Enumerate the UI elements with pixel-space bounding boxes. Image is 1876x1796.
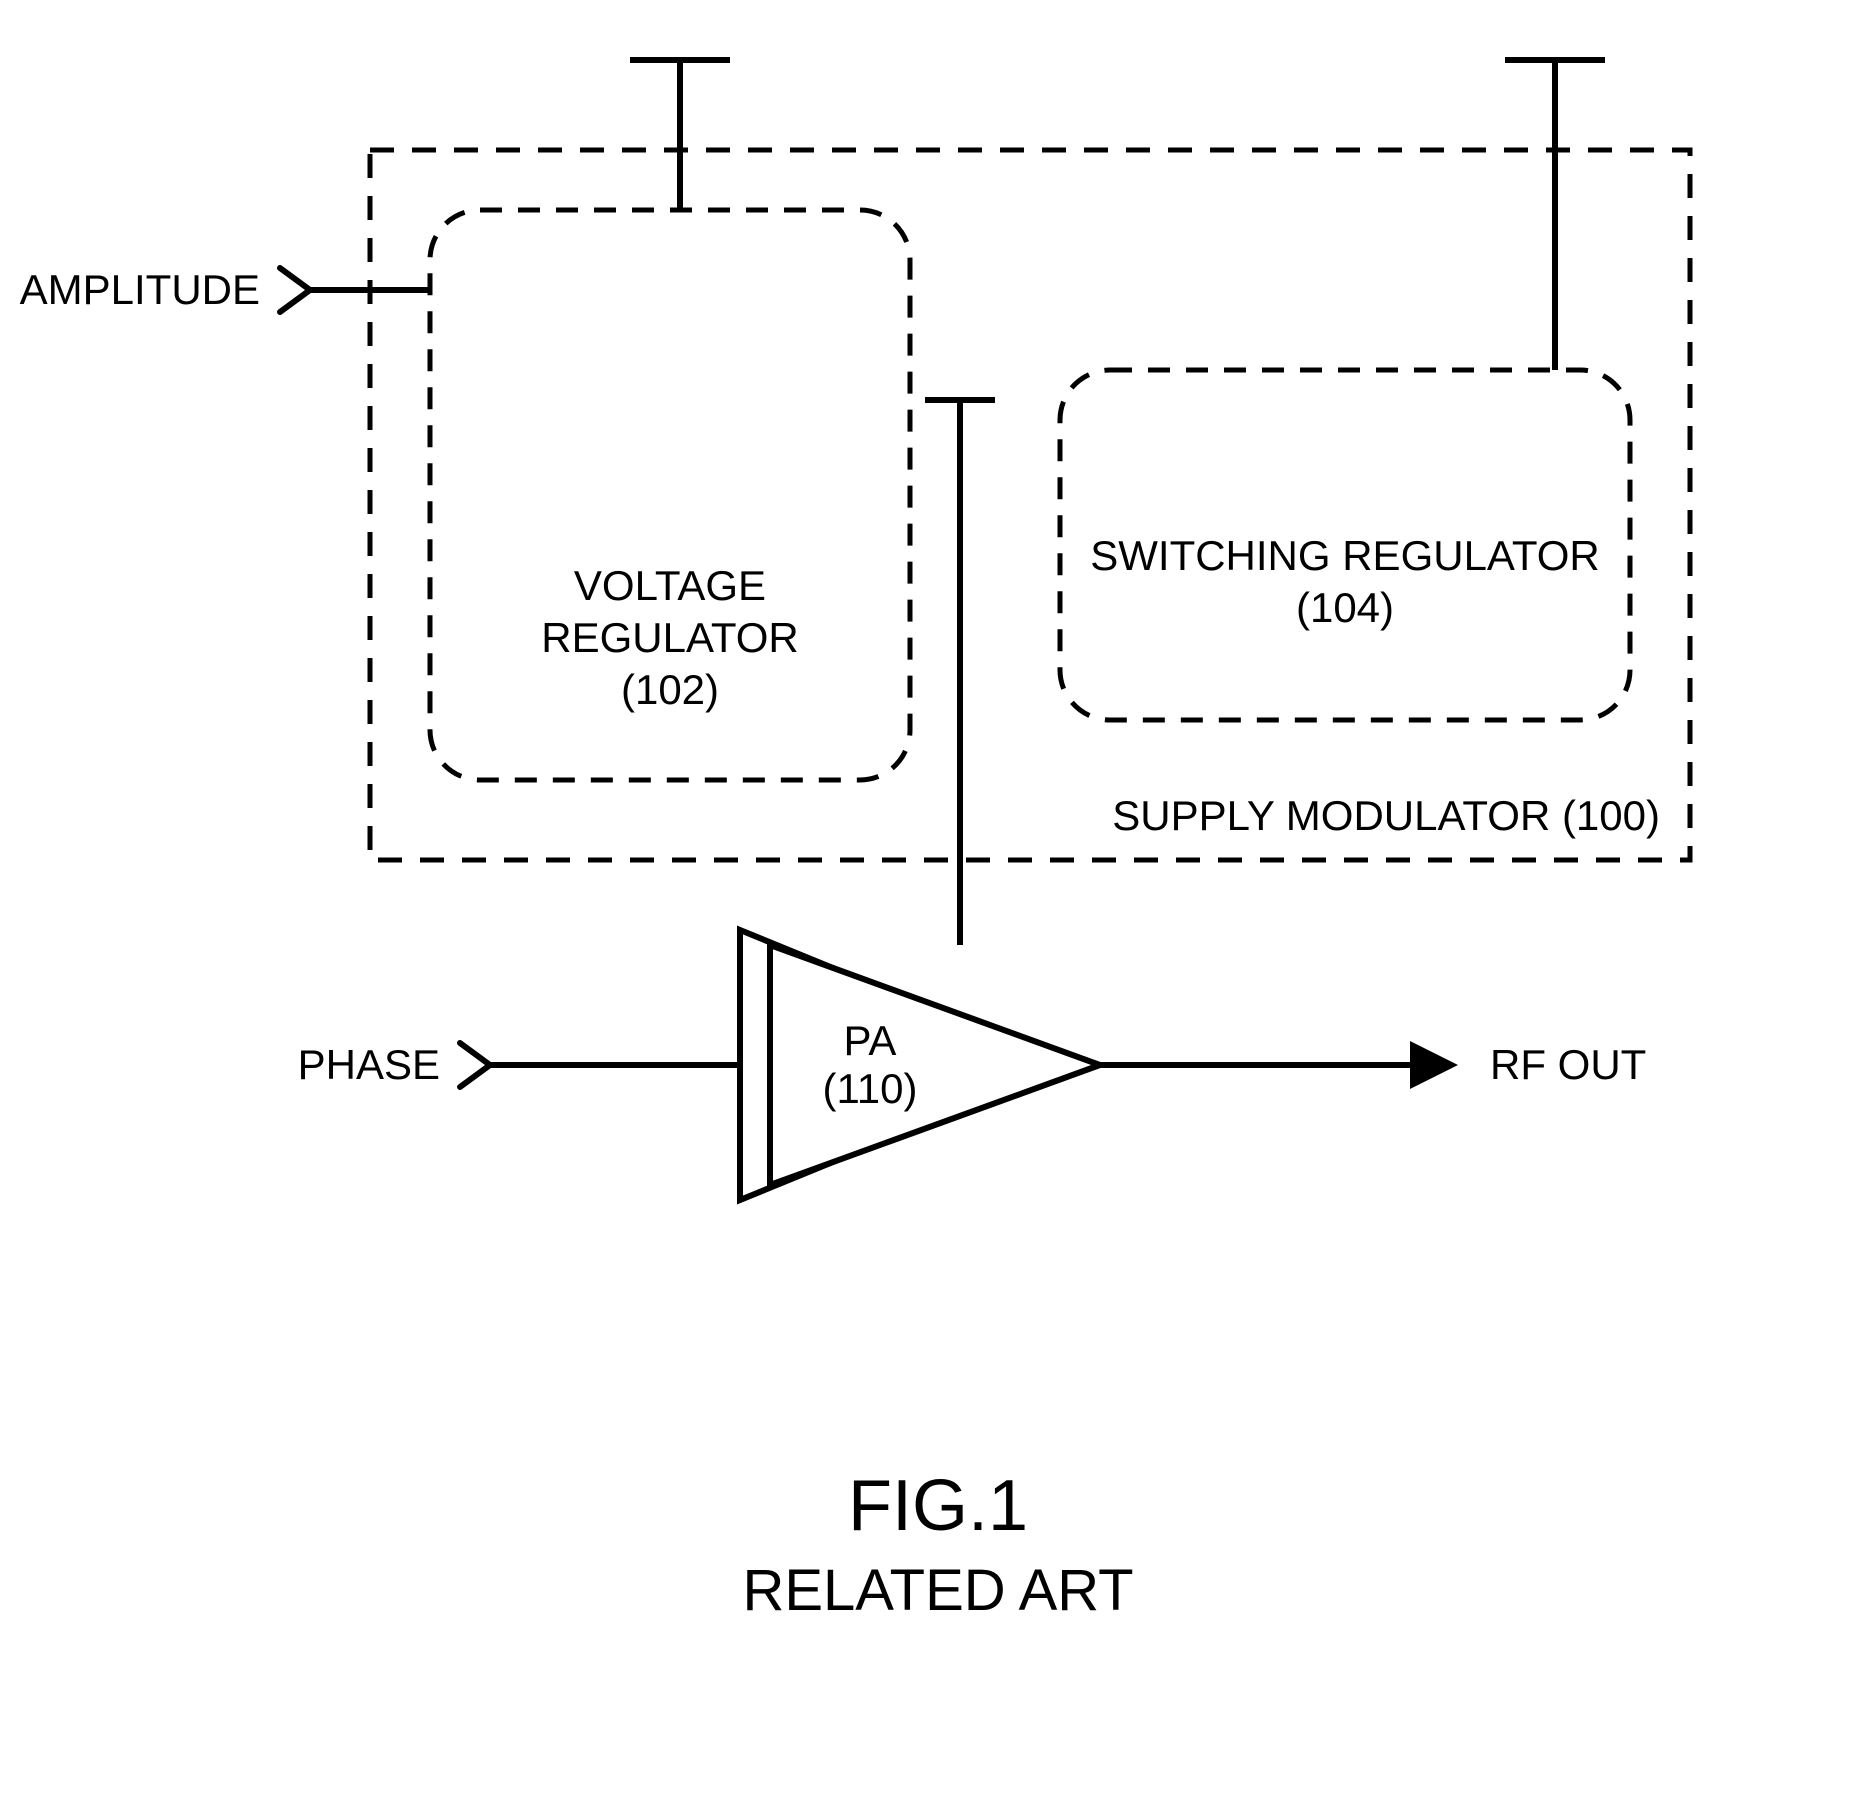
pa-label-1: PA — [844, 1017, 897, 1064]
supply-modulator-label: SUPPLY MODULATOR (100) — [1112, 792, 1660, 839]
switching-regulator-label-2: (104) — [1296, 584, 1394, 631]
phase-label: PHASE — [298, 1041, 440, 1088]
amplitude-label: AMPLITUDE — [20, 266, 260, 313]
amplitude-input-chevron-icon — [280, 268, 310, 312]
voltage-regulator-label-2: REGULATOR — [541, 614, 799, 661]
supply-modulator-block — [370, 150, 1690, 860]
diagram-svg: SUPPLY MODULATOR (100) VOLTAGE REGULATOR (1… — [0, 0, 1876, 1791]
pa-triangle-front — [770, 945, 1100, 1185]
rf-out-label: RF OUT — [1490, 1041, 1646, 1088]
phase-input-chevron-icon — [460, 1043, 490, 1087]
diagram-canvas: SUPPLY MODULATOR (100) VOLTAGE REGULATOR (1… — [0, 0, 1876, 1791]
pa-label-2: (110) — [823, 1065, 918, 1112]
switching-regulator-label-1: SWITCHING REGULATOR — [1090, 532, 1599, 579]
voltage-regulator-label-1: VOLTAGE — [574, 562, 766, 609]
figure-title: FIG.1 — [848, 1466, 1028, 1546]
voltage-regulator-label-3: (102) — [621, 666, 719, 713]
figure-subtitle: RELATED ART — [742, 1558, 1133, 1623]
